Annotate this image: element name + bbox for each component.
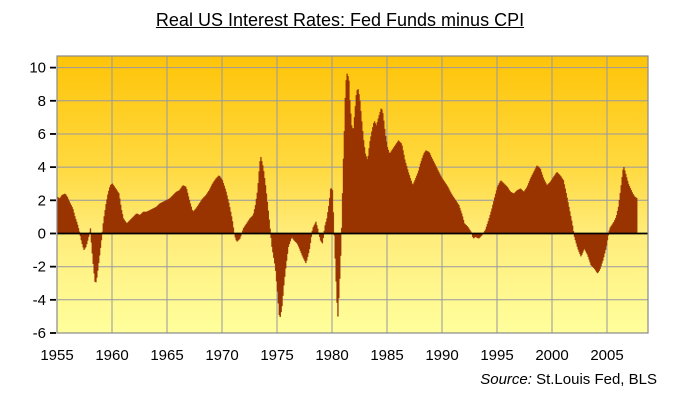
source-label: Source: — [480, 371, 532, 388]
x-tick-label: 1955 — [40, 347, 73, 364]
x-tick-label: 1970 — [205, 347, 238, 364]
y-axis: 10 8 6 4 2 0 -2 -4 -6 — [29, 60, 56, 342]
x-tick-label: 1965 — [150, 347, 183, 364]
x-tick-label: 1990 — [425, 347, 458, 364]
x-tick-label: 2000 — [535, 347, 568, 364]
x-tick-label: 1995 — [480, 347, 513, 364]
y-tick-label: 0 — [38, 226, 46, 243]
x-tick-label: 1980 — [315, 347, 348, 364]
source-value: St.Louis Fed, BLS — [531, 371, 657, 388]
y-tick-label: 10 — [29, 60, 46, 77]
plot-border — [56, 55, 649, 334]
y-tick-label: -4 — [33, 292, 46, 309]
x-tick-label: 2005 — [590, 347, 623, 364]
x-axis: 1955 1960 1965 1970 1975 1980 1985 1990 1995 2000… — [40, 347, 623, 364]
y-tick-label: 6 — [38, 126, 46, 143]
source-note: Source: St.Louis Fed, BLS — [480, 371, 657, 388]
bars-series — [56, 73, 638, 318]
y-tick-label: 4 — [38, 159, 46, 176]
y-tick-label: -6 — [33, 325, 46, 342]
y-tick-label: 8 — [38, 93, 46, 110]
y-tick-label: -2 — [33, 259, 46, 276]
gridlines — [57, 56, 648, 333]
x-tick-label: 1975 — [260, 347, 293, 364]
y-tick-label: 2 — [38, 192, 46, 209]
x-tick-label: 1985 — [370, 347, 403, 364]
chart-title: Real US Interest Rates: Fed Funds minus … — [155, 10, 525, 30]
x-tick-label: 1960 — [95, 347, 128, 364]
